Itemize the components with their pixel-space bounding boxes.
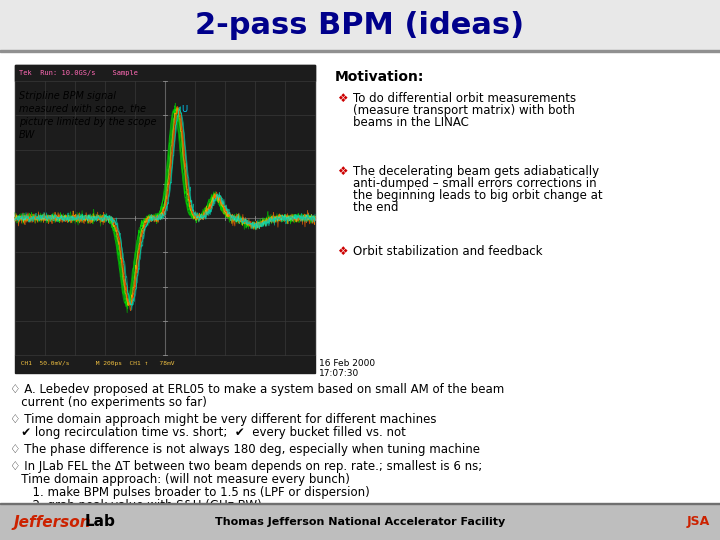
- Text: measured with scope, the: measured with scope, the: [19, 104, 146, 114]
- Text: 2. grab peak value with S&H (GHz BW): 2. grab peak value with S&H (GHz BW): [10, 499, 262, 512]
- Text: Jefferson: Jefferson: [14, 515, 91, 530]
- Bar: [15, 65, 315, 355]
- Text: current (no experiments so far): current (no experiments so far): [10, 396, 207, 409]
- Text: picture limited by the scope: picture limited by the scope: [19, 117, 156, 127]
- Text: U: U: [181, 105, 188, 114]
- Text: ❖: ❖: [337, 245, 348, 258]
- Text: ♢ Time domain approach might be very different for different machines: ♢ Time domain approach might be very dif…: [10, 413, 436, 426]
- Text: Stripline BPM signal: Stripline BPM signal: [19, 91, 116, 101]
- Bar: [0, 503, 720, 504]
- Text: Motivation:: Motivation:: [335, 70, 424, 84]
- Text: anti-dumped – small errors corrections in: anti-dumped – small errors corrections i…: [353, 177, 597, 190]
- Bar: [0, 50, 720, 52]
- Bar: [0, 504, 720, 540]
- Text: the beginning leads to big orbit change at: the beginning leads to big orbit change …: [353, 189, 603, 202]
- Text: ❖: ❖: [337, 165, 348, 178]
- Text: Lab: Lab: [85, 515, 116, 530]
- Text: 17:07:30: 17:07:30: [319, 369, 359, 378]
- Bar: [15, 355, 315, 373]
- Text: ♢ In JLab FEL the ΔT between two beam depends on rep. rate.; smallest is 6 ns;: ♢ In JLab FEL the ΔT between two beam de…: [10, 460, 482, 473]
- Text: ♢ The phase difference is not always 180 deg, especially when tuning machine: ♢ The phase difference is not always 180…: [10, 443, 480, 456]
- Text: Orbit stabilization and feedback: Orbit stabilization and feedback: [353, 245, 542, 258]
- Text: ♢ A. Lebedev proposed at ERL05 to make a system based on small AM of the beam: ♢ A. Lebedev proposed at ERL05 to make a…: [10, 383, 504, 396]
- Text: 2-pass BPM (ideas): 2-pass BPM (ideas): [195, 10, 525, 39]
- Text: The decelerating beam gets adiabatically: The decelerating beam gets adiabatically: [353, 165, 599, 178]
- Text: 3. digitize S&H output with ~ 10 MHz ADC: 3. digitize S&H output with ~ 10 MHz ADC: [10, 512, 282, 525]
- Text: Tek  Run: 10.0GS/s    Sample: Tek Run: 10.0GS/s Sample: [19, 70, 138, 76]
- Bar: [0, 0, 720, 50]
- Text: 16 Feb 2000: 16 Feb 2000: [319, 359, 375, 368]
- Text: (measure transport matrix) with both: (measure transport matrix) with both: [353, 104, 575, 117]
- Text: JSA: JSA: [687, 516, 710, 529]
- Text: Time domain approach: (will not measure every bunch): Time domain approach: (will not measure …: [10, 473, 350, 486]
- Text: Thomas Jefferson National Accelerator Facility: Thomas Jefferson National Accelerator Fa…: [215, 517, 505, 527]
- Text: beams in the LINAC: beams in the LINAC: [353, 116, 469, 129]
- Text: ✔ long recirculation time vs. short;  ✔  every bucket filled vs. not: ✔ long recirculation time vs. short; ✔ e…: [10, 426, 406, 439]
- Text: To do differential orbit measurements: To do differential orbit measurements: [353, 92, 576, 105]
- Text: ❖: ❖: [337, 92, 348, 105]
- Text: BW: BW: [19, 130, 35, 140]
- Bar: [15, 65, 315, 81]
- Text: 1. make BPM pulses broader to 1.5 ns (LPF or dispersion): 1. make BPM pulses broader to 1.5 ns (LP…: [10, 486, 370, 499]
- Text: the end: the end: [353, 201, 398, 214]
- Text: CH1  50.0mV/s       M 200ps  CH1 ↑   78mV: CH1 50.0mV/s M 200ps CH1 ↑ 78mV: [17, 361, 174, 367]
